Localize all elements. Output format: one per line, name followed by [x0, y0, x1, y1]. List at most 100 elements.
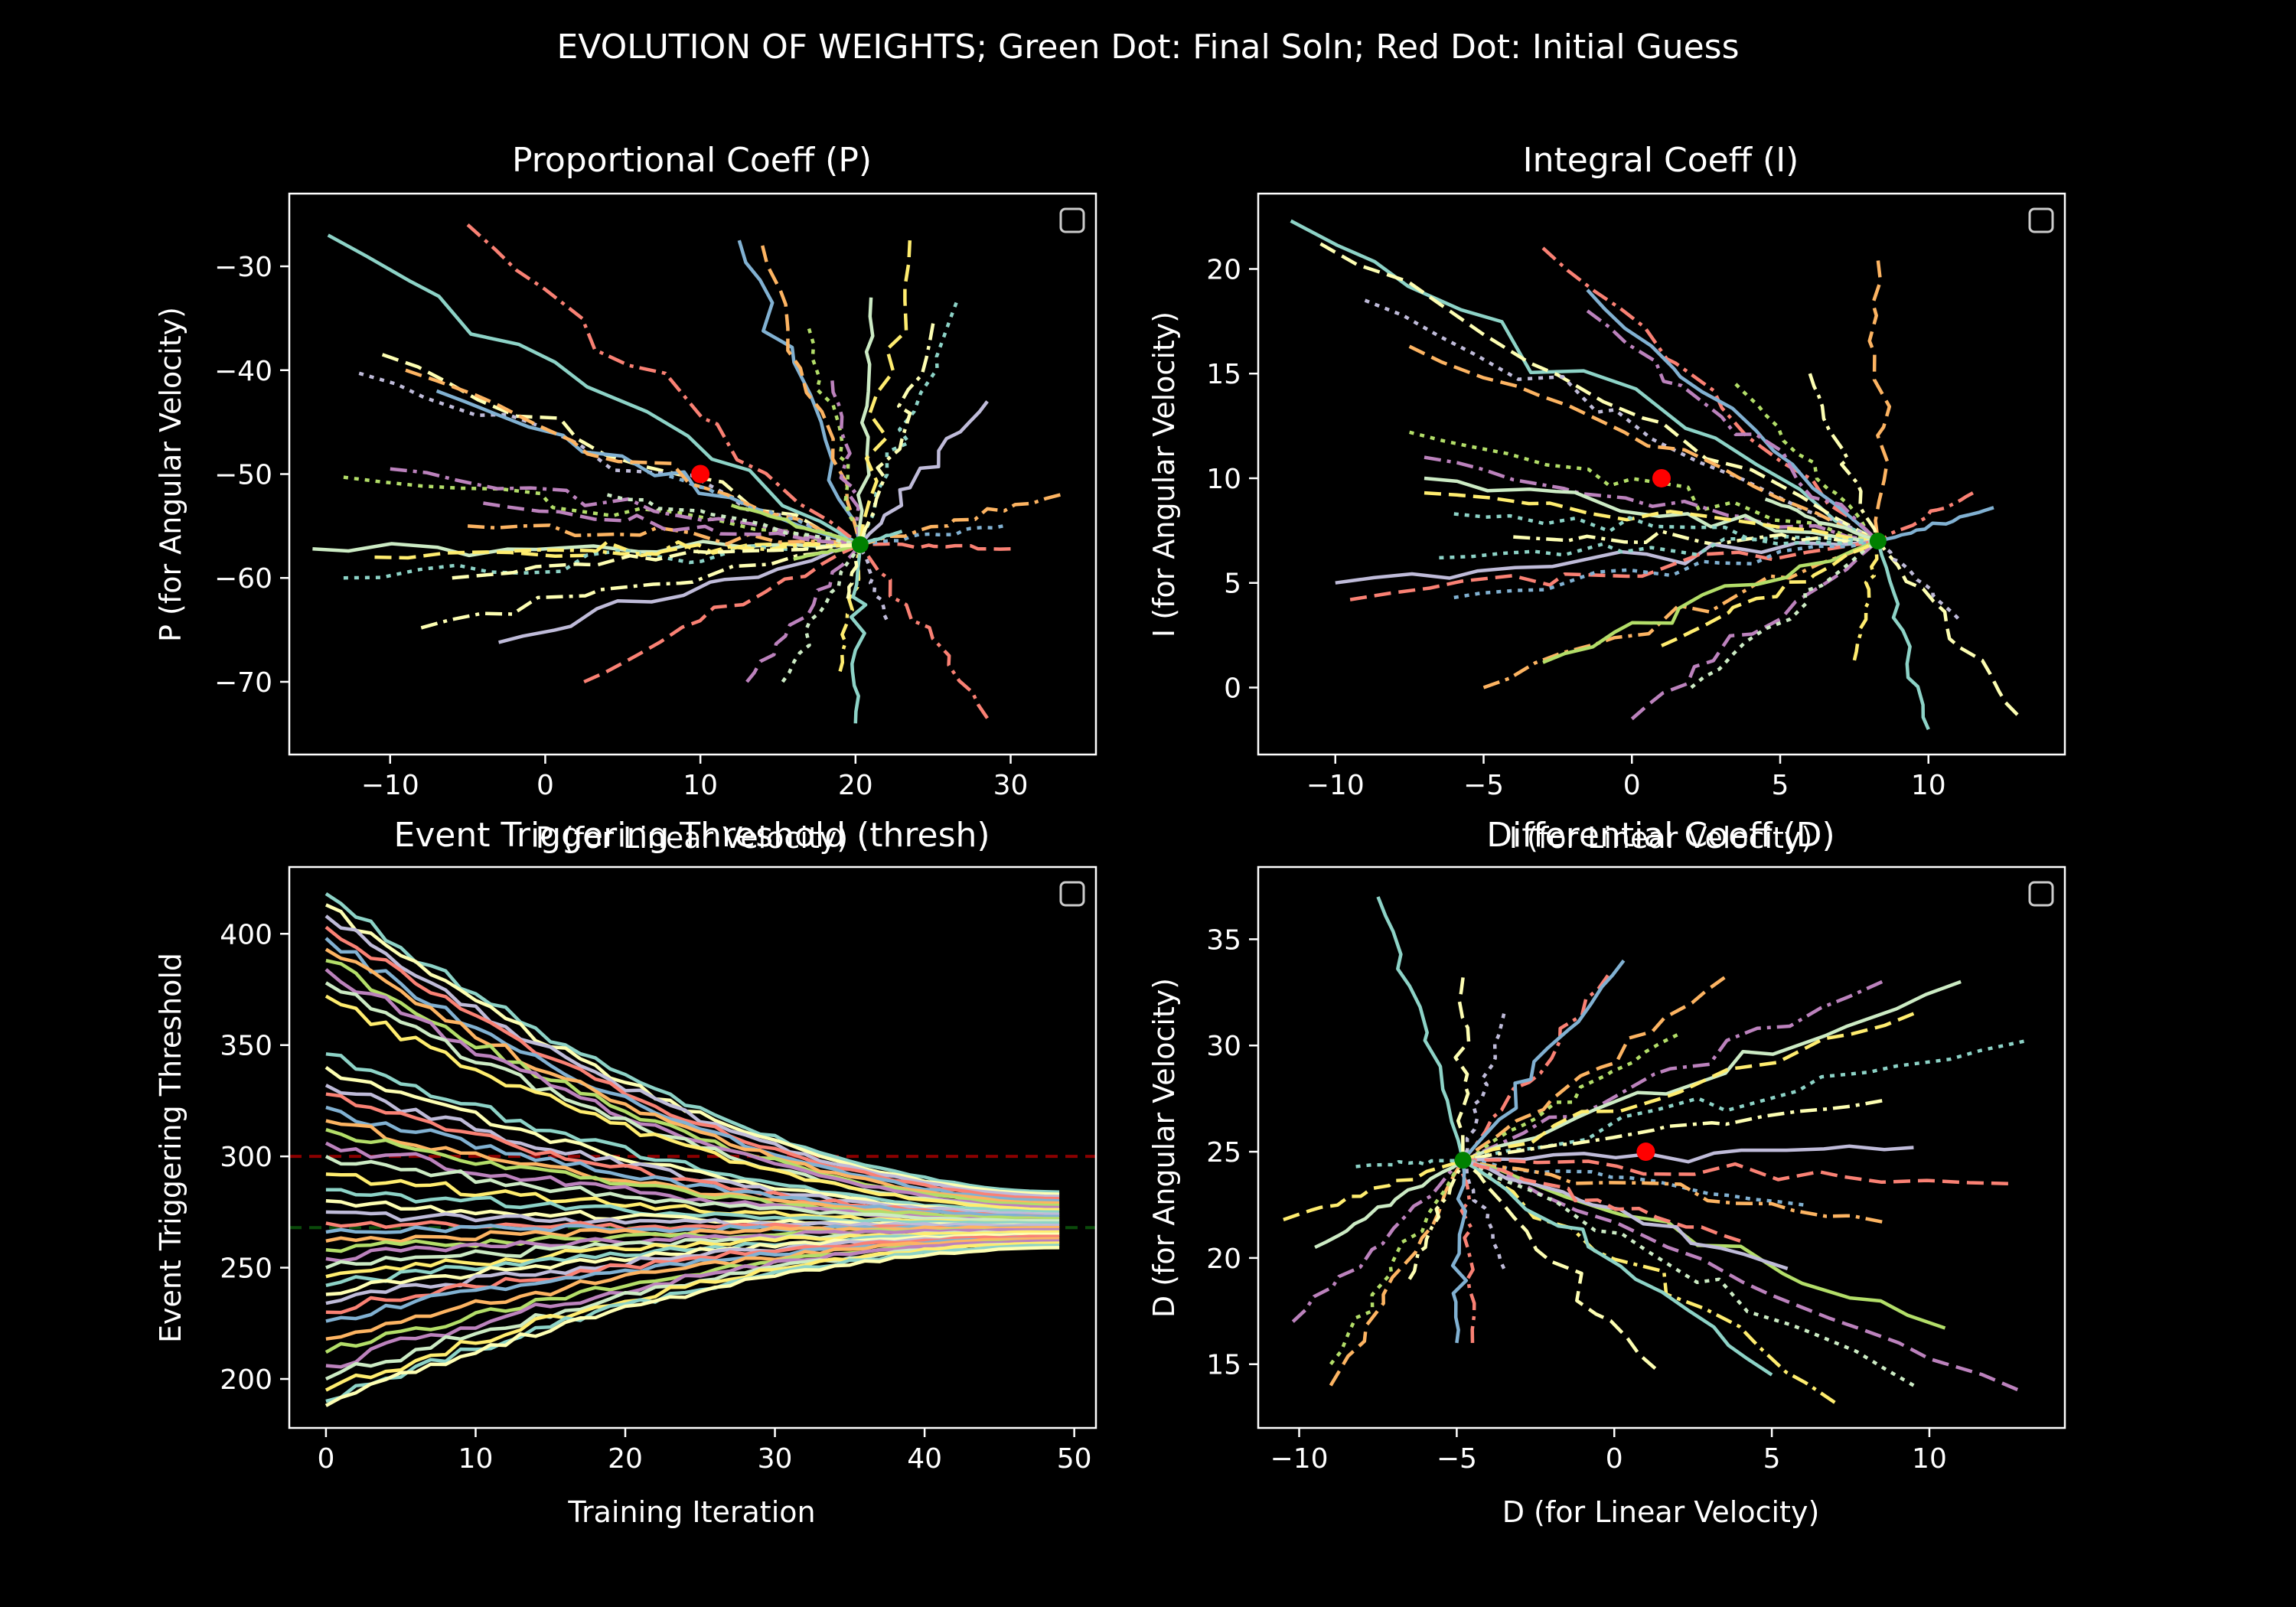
plot-area-thresh: 0 10 20 30 40 50 400 350 300 250 200: [220, 865, 1097, 1475]
series-group: [312, 223, 1061, 724]
series-line: [1424, 476, 1879, 543]
series-line: [1291, 1159, 1465, 1323]
legend-box: [2028, 207, 2054, 233]
series-line: [325, 1227, 1060, 1263]
series-line: [1462, 1033, 1678, 1162]
series-line: [325, 1188, 1060, 1225]
series-line: [846, 544, 863, 599]
ylabel-p: P (for Angular Velocity): [154, 307, 188, 642]
plot-area-p: −10 0 10 20 30 −30 −40 −50 −60 −70: [214, 192, 1097, 801]
panel-title-thresh: Event Triggering Threshold (thresh): [393, 816, 990, 855]
series-line: [1630, 539, 1880, 721]
series-line: [1462, 976, 1726, 1162]
series-line: [737, 240, 863, 546]
series-line: [1462, 980, 1883, 1162]
y-tick-label: −70: [214, 667, 272, 699]
y-tick-label: 20: [1206, 1244, 1241, 1275]
series-line: [1586, 288, 1880, 543]
x-tick-label: 5: [1772, 770, 1789, 801]
series-line: [325, 1232, 1060, 1296]
series-line: [390, 467, 861, 547]
series-line: [325, 958, 1060, 1208]
series-line: [498, 543, 861, 644]
series-line: [1349, 539, 1879, 601]
series-line: [761, 245, 863, 546]
panel-integral: Integral Coeff (I) I (for Linear Velocit…: [1147, 141, 2066, 855]
x-tick-label: −10: [1270, 1443, 1329, 1475]
series-line: [1542, 539, 1879, 664]
series-line: [606, 493, 861, 547]
panel-title-d: Differential Coeff (D): [1486, 816, 1835, 855]
xlabel-p: P (for Linear Velocity): [536, 821, 848, 855]
series-line: [325, 1225, 1060, 1244]
legend-box: [2028, 881, 2054, 907]
series-line: [1852, 540, 1880, 661]
axes-frame: [288, 865, 1097, 1429]
series-line: [1541, 246, 1880, 543]
final-solution-dot: [851, 536, 869, 553]
series-line: [452, 543, 861, 580]
series-line: [1463, 1144, 1914, 1164]
series-line: [1450, 1159, 1469, 1344]
plot-area-d: −10 −5 0 5 10 35 30 25 20 15: [1206, 865, 2066, 1475]
x-tick-label: 10: [458, 1443, 494, 1475]
series-line: [1408, 344, 1879, 543]
series-line: [1314, 1159, 1464, 1250]
series-line: [1877, 506, 1994, 543]
series-line: [1877, 539, 1960, 620]
series-line: [1690, 539, 1880, 689]
series-line: [325, 1052, 1060, 1214]
series-group: [1283, 896, 2024, 1404]
series-line: [1424, 455, 1879, 543]
series-line: [325, 1128, 1060, 1221]
initial-guess-dot: [691, 464, 710, 484]
series-line: [858, 240, 912, 546]
series-line: [325, 925, 1060, 1201]
xlabel-i: I (for Linear Velocity): [1509, 821, 1813, 855]
y-tick-label: 15: [1206, 359, 1241, 390]
series-line: [830, 380, 863, 546]
axes-frame: [1257, 865, 2066, 1429]
series-line: [1319, 242, 1879, 543]
series-line: [1407, 1159, 1465, 1280]
x-tick-label: 0: [536, 770, 554, 801]
panel-title-p: Proportional Coeff (P): [512, 141, 872, 180]
series-line: [1463, 1039, 2024, 1162]
x-tick-label: −5: [1463, 770, 1504, 801]
series-line: [1290, 219, 1879, 543]
series-line: [325, 947, 1060, 1205]
y-tick-label: −50: [214, 460, 272, 491]
y-tick-label: 20: [1206, 254, 1241, 285]
series-line: [325, 937, 1060, 1203]
series-line: [325, 1241, 1060, 1392]
panel-title-i: Integral Coeff (I): [1523, 141, 1799, 180]
series-line: [859, 543, 989, 719]
xlabel-d: D (for Linear Velocity): [1502, 1495, 1820, 1529]
series-line: [343, 543, 860, 580]
x-tick-label: 20: [608, 1443, 643, 1475]
y-tick-label: 15: [1206, 1350, 1241, 1381]
ylabel-d: D (for Angular Velocity): [1147, 978, 1181, 1318]
x-tick-label: 0: [1623, 770, 1641, 801]
x-tick-label: −10: [1306, 770, 1365, 801]
x-tick-label: 30: [993, 770, 1029, 801]
series-line: [483, 501, 861, 547]
series-line: [1335, 539, 1879, 585]
series-line: [325, 1155, 1060, 1223]
x-tick-label: 10: [1911, 770, 1946, 801]
x-tick-label: 20: [838, 770, 873, 801]
series-line: [327, 233, 862, 546]
series-line: [1461, 1159, 1506, 1270]
series-line: [325, 1105, 1060, 1218]
series-line: [325, 1239, 1060, 1369]
y-tick-label: 0: [1224, 673, 1241, 704]
initial-guess-dot: [1636, 1143, 1655, 1162]
series-line: [420, 543, 861, 630]
series-line: [325, 914, 1060, 1198]
y-tick-label: 300: [220, 1142, 272, 1173]
y-tick-label: 250: [220, 1253, 272, 1285]
series-line: [466, 223, 862, 546]
initial-guess-dot: [1652, 468, 1671, 487]
series-group: [1290, 219, 2019, 731]
